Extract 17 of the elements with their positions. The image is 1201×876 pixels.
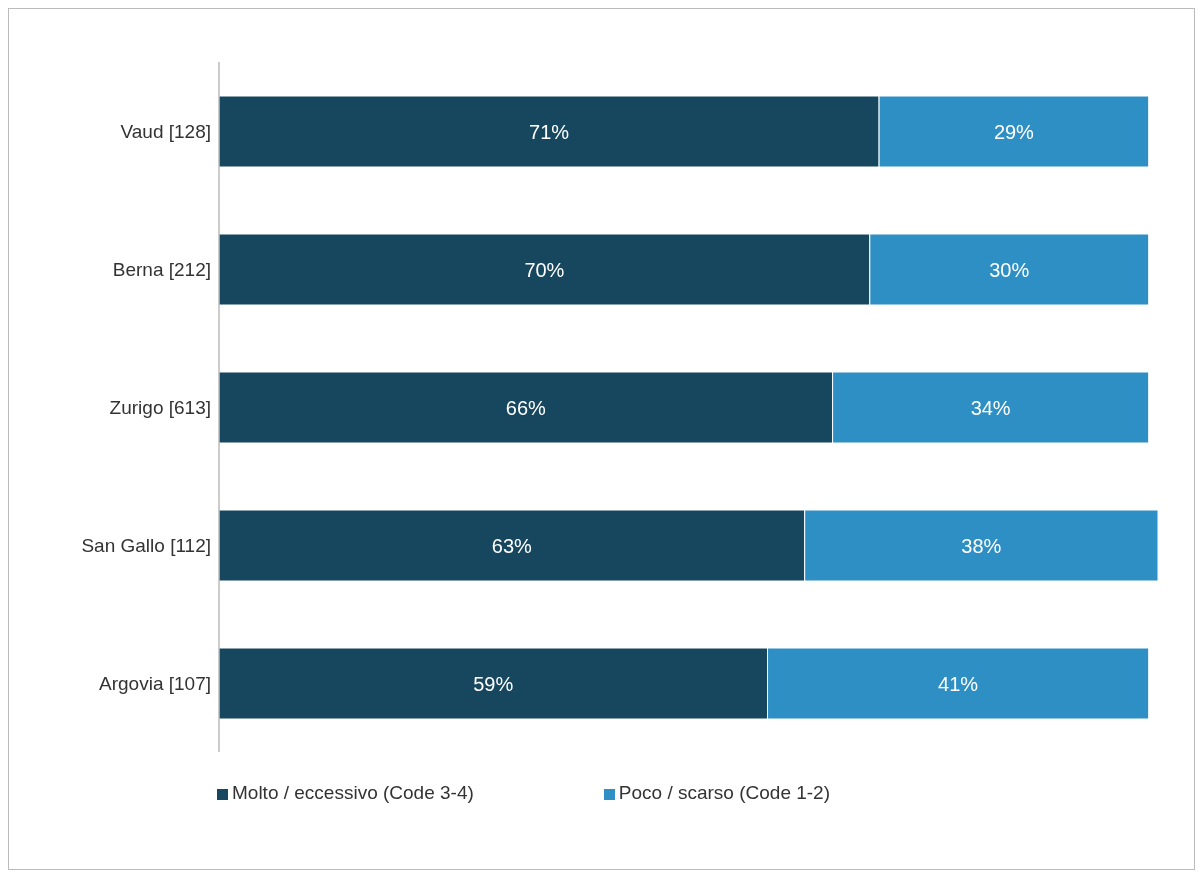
data-label: 38% xyxy=(961,534,1002,557)
data-label: 34% xyxy=(970,396,1011,419)
legend-label: Poco / scarso (Code 1-2) xyxy=(618,782,831,803)
data-label: 29% xyxy=(993,120,1035,143)
data-label: 63% xyxy=(491,534,533,557)
y-tick-label: San Gallo [112] xyxy=(81,534,211,556)
y-tick-label: Argovia [107] xyxy=(99,672,211,694)
data-label: 66% xyxy=(505,396,547,419)
y-tick-label: Zurigo [613] xyxy=(109,396,211,418)
y-tick-label: Vaud [128] xyxy=(120,120,211,142)
data-label: 30% xyxy=(989,258,1030,281)
data-label: 71% xyxy=(529,120,570,143)
data-label: 41% xyxy=(938,672,979,695)
data-label: 59% xyxy=(473,672,514,695)
y-tick-label: Berna [212] xyxy=(112,258,211,280)
legend-label: Molto / eccessivo (Code 3-4) xyxy=(231,782,474,803)
data-label: 70% xyxy=(524,258,565,281)
